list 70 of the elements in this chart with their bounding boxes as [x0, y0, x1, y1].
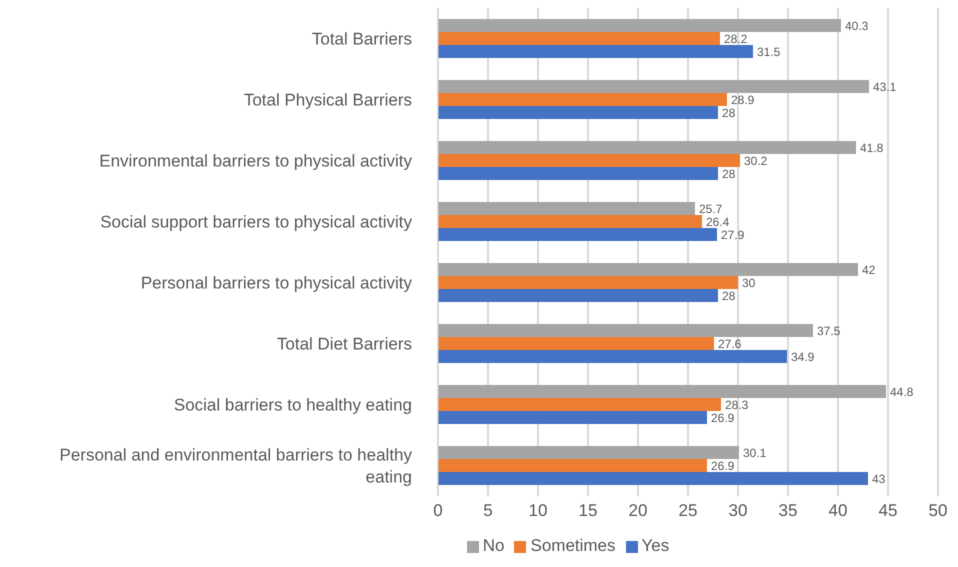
- data-label: 34.9: [791, 350, 815, 364]
- data-label: 28: [722, 288, 736, 303]
- bar: [438, 337, 714, 350]
- y-tick-label: Total Diet Barriers: [276, 334, 412, 353]
- data-label: 27.6: [718, 336, 742, 351]
- x-tick-label: 20: [628, 501, 648, 520]
- bar: [438, 385, 886, 398]
- x-tick-label: 35: [778, 501, 798, 520]
- data-label: 28: [722, 106, 736, 120]
- bar: [438, 446, 739, 459]
- data-label: 27.9: [721, 228, 745, 242]
- data-label: 30: [742, 276, 756, 290]
- bar: [438, 202, 695, 215]
- bar: [438, 154, 740, 167]
- y-tick-label: Total Physical Barriers: [244, 90, 412, 109]
- bar: [438, 398, 721, 411]
- data-label: 25.7: [699, 202, 723, 216]
- data-label: 40.3: [845, 18, 869, 33]
- data-label: 30.2: [744, 154, 768, 168]
- x-tick-label: 50: [928, 501, 948, 520]
- data-label: 43: [872, 472, 886, 486]
- y-tick-label: Social barriers to healthy eating: [174, 395, 412, 414]
- x-tick-label: 25: [678, 501, 698, 520]
- bar: [438, 228, 717, 241]
- y-tick-label: Personal and environmental barriers to healthy eating: [60, 445, 412, 486]
- data-label: 28.2: [724, 32, 748, 46]
- data-label: 28.3: [725, 398, 749, 412]
- bar: [438, 350, 787, 363]
- data-label: 26.9: [711, 410, 735, 425]
- x-tick-label: 5: [483, 501, 493, 520]
- x-tick-label: 15: [578, 501, 598, 520]
- legend-label: No: [482, 536, 504, 555]
- data-label: 28: [722, 166, 736, 181]
- data-label: 26.4: [706, 214, 730, 229]
- x-tick-label: 40: [828, 501, 848, 520]
- bar: [438, 289, 718, 302]
- y-tick-label: Personal barriers to physical activity: [140, 273, 412, 292]
- bar: [438, 19, 841, 32]
- data-label: 30.1: [743, 446, 767, 460]
- data-label: 28.9: [731, 92, 755, 107]
- bar: [438, 167, 718, 180]
- data-label: 42: [862, 262, 876, 277]
- data-label: 44.8: [890, 384, 914, 399]
- bar: [438, 324, 813, 337]
- y-tick-label: Environmental barriers to physical activity: [99, 151, 412, 170]
- data-label: 41.8: [860, 140, 884, 155]
- data-label: 43.1: [873, 80, 897, 94]
- bar: [438, 141, 856, 154]
- y-tick-label: Social support barriers to physical activity: [100, 212, 412, 231]
- bar: [438, 215, 702, 228]
- bar: [438, 106, 718, 119]
- y-tick-label: Total Barriers: [312, 29, 412, 48]
- bar: [438, 45, 753, 58]
- bar: [438, 263, 858, 276]
- bar: [438, 80, 869, 93]
- data-label: 37.5: [817, 324, 841, 338]
- x-tick-label: 45: [878, 501, 898, 520]
- legend-label: Sometimes: [530, 536, 616, 555]
- x-tick-label: 10: [528, 501, 548, 520]
- data-label: 31.5: [757, 44, 781, 59]
- bar: [438, 472, 868, 485]
- bar: [438, 276, 738, 289]
- x-tick-label: 30: [728, 501, 748, 520]
- legend-label: Yes: [642, 536, 670, 555]
- x-tick-label: 0: [433, 501, 443, 520]
- data-label: 26.9: [711, 458, 735, 473]
- bar: [438, 459, 707, 472]
- bar: [438, 93, 727, 106]
- bar: [438, 411, 707, 424]
- bar: [438, 32, 720, 45]
